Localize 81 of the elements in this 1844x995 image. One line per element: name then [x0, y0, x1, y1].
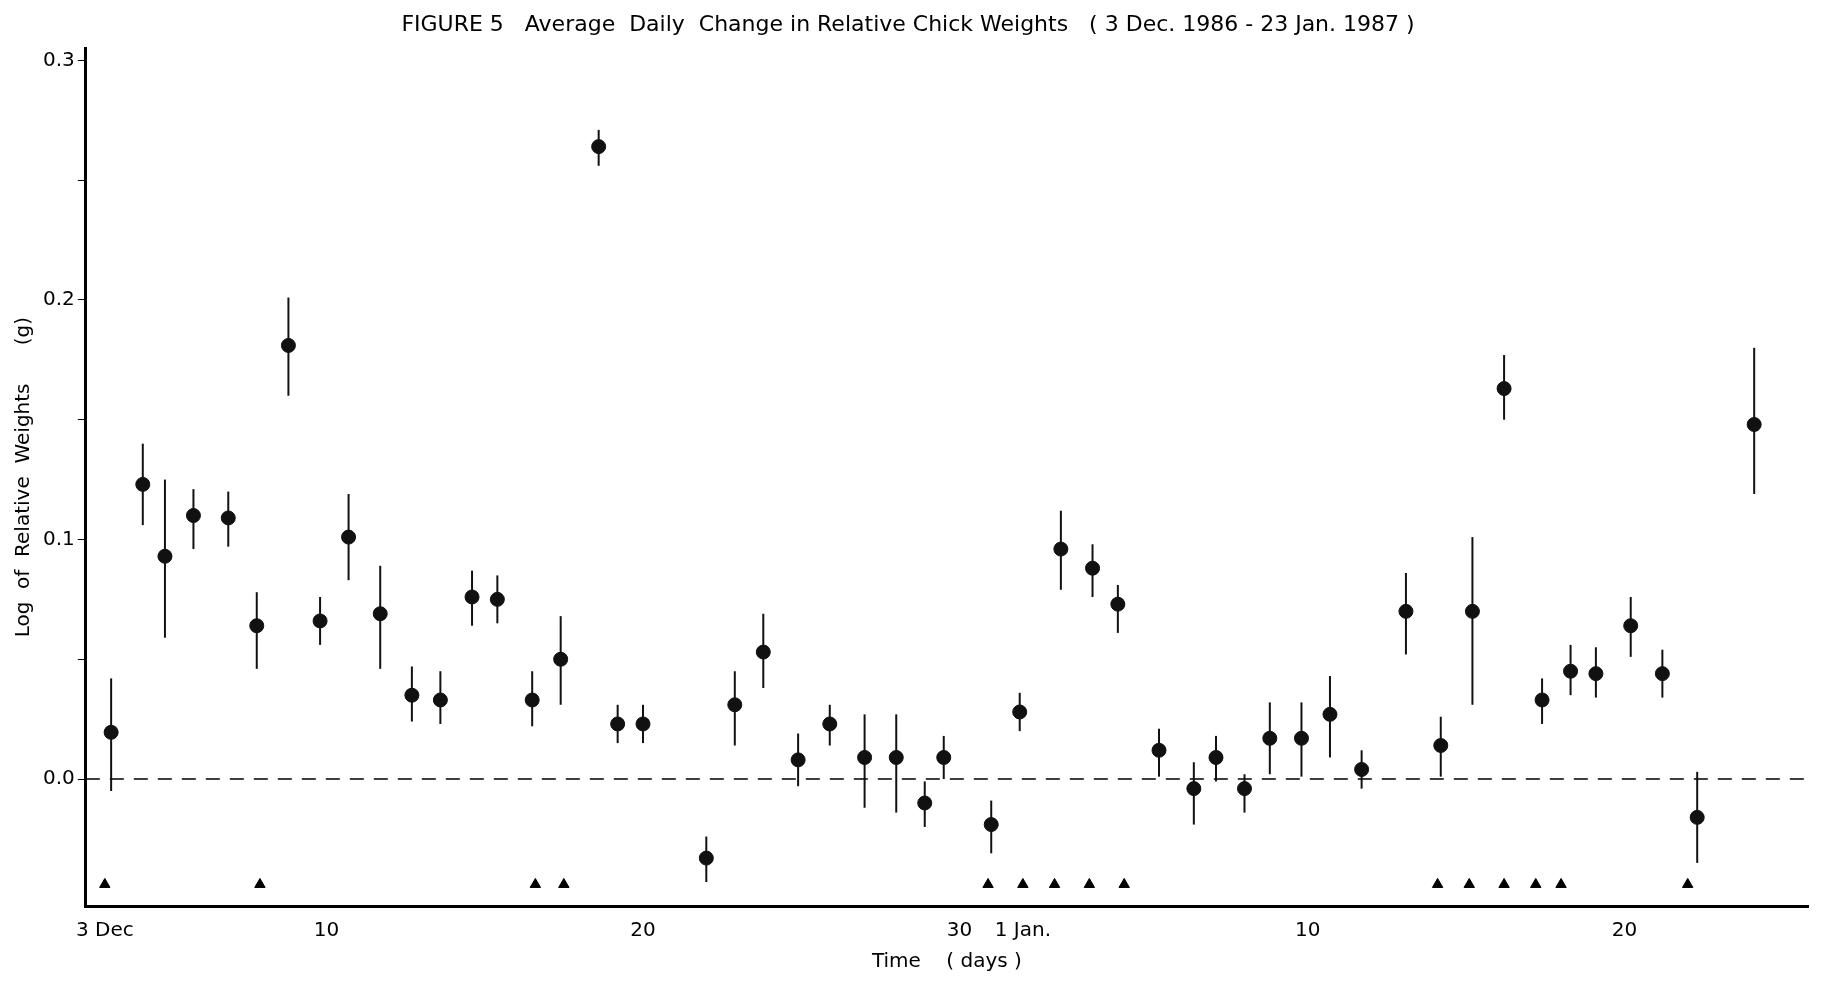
- point: [432, 692, 448, 708]
- point: [591, 139, 607, 155]
- point: [983, 817, 999, 833]
- point: [254, 877, 266, 888]
- y-tick-label: 0.2: [42, 286, 75, 311]
- point: [1354, 761, 1370, 777]
- point: [157, 548, 173, 564]
- x-tick-label: 20: [1611, 917, 1638, 942]
- point: [698, 850, 714, 866]
- point: [1623, 618, 1639, 634]
- point: [185, 508, 201, 524]
- x-tick-label: 10: [313, 917, 340, 942]
- point: [404, 687, 420, 703]
- point: [822, 716, 838, 732]
- y-tick-label: 0.1: [42, 525, 75, 550]
- point: [790, 752, 806, 768]
- point: [529, 877, 542, 888]
- point: [1110, 596, 1126, 612]
- point: [1555, 877, 1567, 888]
- point: [1682, 877, 1694, 888]
- point: [610, 716, 626, 732]
- point: [755, 644, 771, 660]
- point: [1689, 809, 1705, 825]
- y-tick-label: 0.3: [42, 46, 75, 71]
- point: [1151, 742, 1167, 758]
- point: [1053, 541, 1069, 557]
- y-tick-label: 0.0: [42, 765, 75, 790]
- point: [464, 589, 480, 605]
- point: [524, 692, 540, 708]
- point: [1236, 781, 1252, 797]
- point: [857, 749, 873, 765]
- point: [489, 591, 505, 607]
- point: [1012, 704, 1028, 720]
- point: [936, 749, 952, 765]
- point: [727, 697, 743, 713]
- point: [1746, 417, 1762, 432]
- x-tick-label: 30: [946, 917, 973, 942]
- point: [1017, 877, 1029, 888]
- point: [1085, 560, 1101, 576]
- point: [888, 749, 904, 765]
- x-tick-label: 3 Dec: [75, 917, 134, 942]
- point: [917, 795, 933, 811]
- point: [1464, 603, 1480, 619]
- x-axis-title: Time ( days ): [870, 948, 1022, 973]
- point: [635, 716, 651, 732]
- point: [1293, 730, 1309, 746]
- point: [1463, 877, 1475, 888]
- point: [135, 476, 151, 492]
- point: [1654, 666, 1670, 682]
- point: [1534, 692, 1550, 708]
- point: [1431, 877, 1444, 888]
- point: [558, 877, 570, 888]
- x-tick-label: 20: [630, 917, 656, 942]
- point: [1118, 877, 1130, 888]
- point: [1496, 381, 1512, 397]
- y-axis-title: Log of Relative Weights (g): [10, 317, 35, 638]
- point: [1186, 781, 1202, 797]
- chart-title: FIGURE 5 Average Daily Change in Relative Chick Weights ( 3 Dec. 1986 - 23 Jan. 1987 ): [401, 10, 1415, 36]
- point: [312, 613, 328, 629]
- point: [1588, 666, 1604, 682]
- point: [553, 651, 569, 667]
- point: [982, 877, 994, 888]
- x-tick-label: 10: [1295, 917, 1321, 942]
- point: [249, 618, 265, 634]
- point: [1262, 730, 1278, 746]
- point: [1083, 877, 1096, 888]
- point: [220, 510, 236, 526]
- point: [1322, 706, 1338, 722]
- point: [1048, 877, 1061, 888]
- point: [103, 724, 119, 740]
- x-tick-label: 1 Jan.: [994, 917, 1052, 942]
- point: [1498, 877, 1510, 888]
- point: [1563, 663, 1579, 679]
- point: [280, 337, 296, 353]
- point: [99, 877, 111, 888]
- point: [1398, 603, 1414, 619]
- point: [1530, 877, 1542, 888]
- point: [1433, 738, 1449, 753]
- point: [1208, 749, 1224, 765]
- point: [372, 606, 388, 622]
- point: [341, 529, 357, 545]
